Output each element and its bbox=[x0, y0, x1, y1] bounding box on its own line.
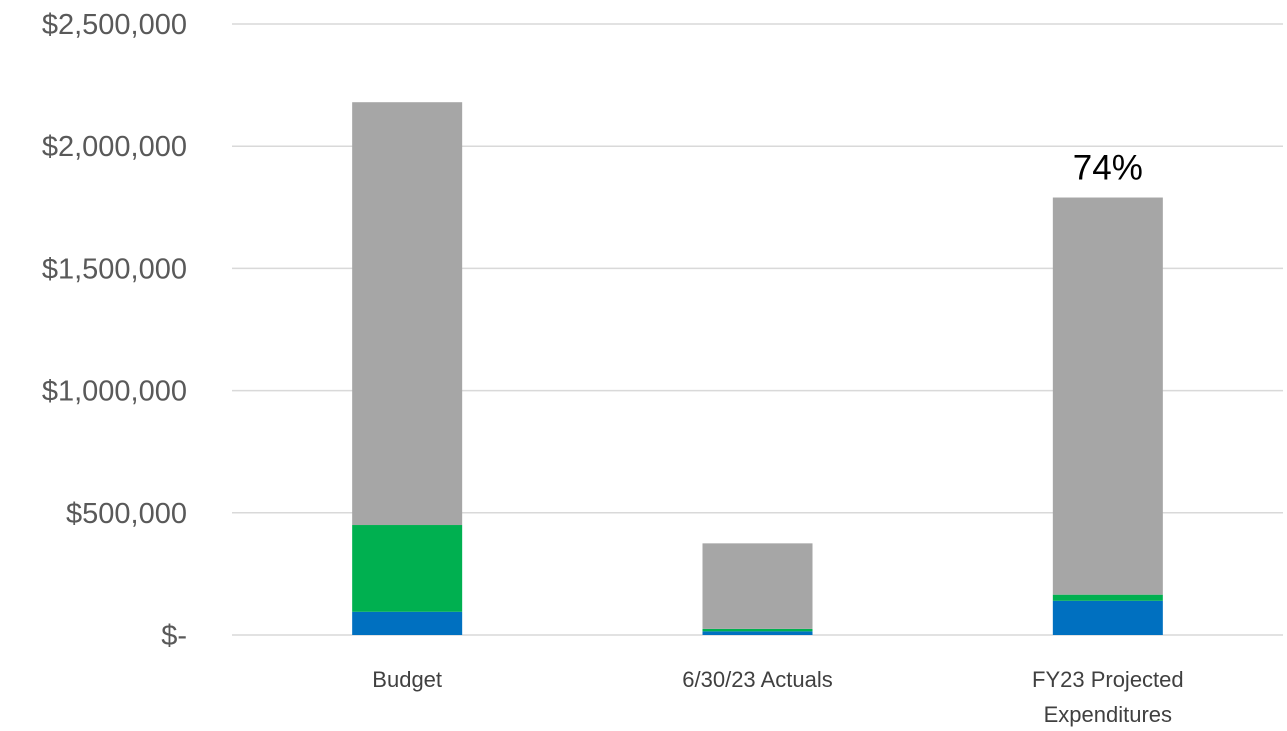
bar-segment bbox=[702, 543, 813, 629]
bar-segment bbox=[1052, 600, 1163, 635]
bar-segment bbox=[352, 611, 463, 635]
percent-data-label: 74% bbox=[1073, 149, 1143, 188]
bar-segment bbox=[352, 102, 463, 526]
y-tick-label: $2,500,000 bbox=[42, 9, 187, 41]
x-category-label: Expenditures bbox=[1044, 702, 1172, 727]
x-category-label: 6/30/23 Actuals bbox=[682, 667, 832, 692]
data-labels: 74% bbox=[1073, 149, 1143, 188]
y-tick-label: $- bbox=[161, 620, 187, 652]
bar-segment bbox=[702, 628, 813, 632]
bar-segment bbox=[1052, 197, 1163, 595]
x-axis-category-labels: Budget 6/30/23 Actuals FY23 Projected Expen… bbox=[372, 667, 1183, 727]
bar-segment bbox=[702, 631, 813, 635]
y-tick-label: $1,500,000 bbox=[42, 253, 187, 285]
x-category-label: Budget bbox=[372, 667, 442, 692]
bar-segment bbox=[1052, 594, 1163, 601]
bars bbox=[352, 102, 1163, 635]
y-tick-label: $1,000,000 bbox=[42, 376, 187, 408]
y-tick-label: $500,000 bbox=[66, 498, 187, 530]
y-tick-label: $2,000,000 bbox=[42, 131, 187, 163]
bar-segment bbox=[352, 525, 463, 612]
x-category-label: FY23 Projected bbox=[1032, 667, 1184, 692]
y-axis-tick-labels: $- $500,000 $1,000,000 $1,500,000 $2,000,000… bbox=[42, 9, 187, 652]
